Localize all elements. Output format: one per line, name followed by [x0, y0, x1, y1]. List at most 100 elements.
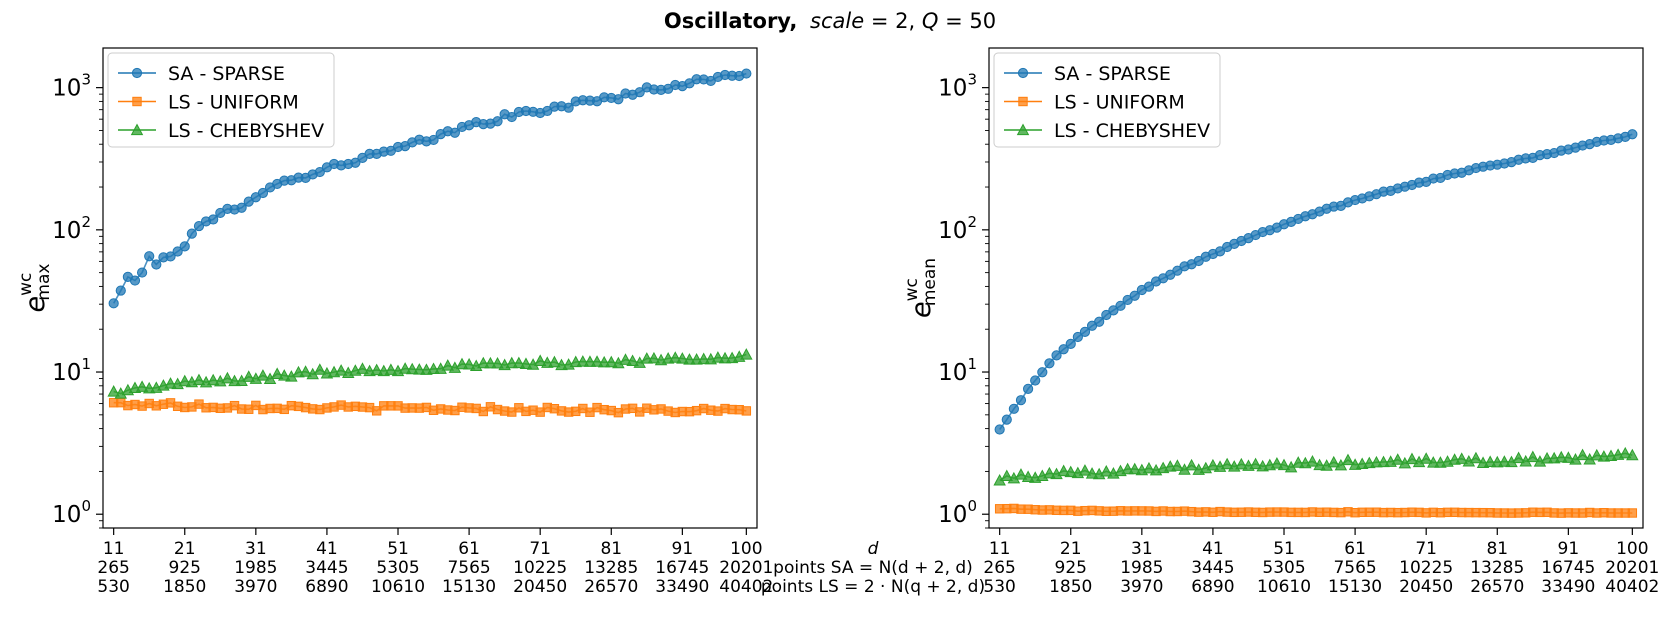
legend-box	[993, 52, 1221, 148]
x-tick-label: 91	[1558, 539, 1580, 559]
chart-title: Oscillatory, scale = 2, Q = 50	[664, 9, 996, 33]
data-point	[740, 348, 753, 360]
legend-item: SA - SPARSE	[118, 63, 285, 85]
data-point	[398, 362, 412, 374]
x-tick-label: 31	[245, 539, 267, 559]
x-tick-label: 10225	[1399, 558, 1453, 578]
data-point	[1555, 450, 1568, 463]
legend-item: LS - CHEBYSHEV	[1004, 120, 1210, 142]
data-point	[1391, 453, 1404, 465]
x-tick-label: 3970	[1120, 577, 1163, 597]
legend-marker	[130, 123, 144, 136]
data-point	[1000, 469, 1014, 482]
data-point	[299, 365, 312, 377]
x-axis-label-d: d	[868, 539, 879, 559]
data-point	[384, 363, 398, 375]
data-point	[107, 385, 120, 397]
data-point	[1327, 455, 1341, 468]
data-point	[1627, 508, 1638, 518]
data-point	[1022, 383, 1034, 395]
y-axis-label: ewcmax	[16, 264, 54, 313]
legend-marker	[1018, 96, 1028, 107]
data-point	[548, 355, 561, 368]
data-point	[1469, 451, 1483, 464]
x-tick-label: 40402	[1605, 577, 1659, 597]
legend-marker	[131, 67, 143, 79]
data-point	[1094, 316, 1105, 327]
title-scale-value: = 2,	[871, 9, 922, 33]
data-point	[1142, 461, 1156, 474]
legend-item: LS - UNIFORM	[118, 92, 299, 114]
data-point	[186, 228, 197, 239]
y-tick-label: 103	[938, 71, 977, 102]
data-point	[178, 374, 191, 387]
x-tick-label: 91	[672, 539, 694, 559]
data-point	[1014, 468, 1028, 480]
x-tick-label: 530	[97, 577, 129, 597]
x-tick-label: 16745	[655, 558, 709, 578]
data-point	[179, 241, 190, 252]
x-tick-label: 33490	[655, 577, 709, 597]
x-tick-label: 1985	[1120, 558, 1163, 578]
data-point	[634, 87, 645, 98]
x-tick-label: 530	[983, 577, 1015, 597]
data-point	[428, 134, 439, 146]
data-point	[350, 157, 361, 168]
data-point	[313, 363, 327, 375]
x-tick-label: 51	[387, 539, 409, 559]
title-scale-italic: scale	[810, 9, 864, 33]
x-tick-label: 81	[1486, 539, 1508, 559]
legend-label: SA - SPARSE	[1054, 63, 1171, 85]
y-tick-label: 100	[938, 497, 977, 528]
x-tick-label: 925	[1055, 558, 1087, 578]
data-point	[1455, 452, 1468, 464]
data-point	[334, 364, 348, 376]
data-point	[741, 406, 752, 416]
data-point	[164, 377, 177, 389]
data-point	[512, 356, 526, 369]
legend-item: LS - UNIFORM	[1004, 92, 1185, 114]
data-point	[192, 373, 206, 386]
data-point	[1526, 450, 1540, 463]
data-point	[1115, 300, 1126, 311]
data-point	[519, 357, 533, 369]
data-point	[1079, 326, 1091, 337]
x-tick-label: 3445	[305, 558, 348, 578]
data-point	[1057, 464, 1070, 477]
data-point	[278, 369, 291, 381]
x-tick-label: 7565	[447, 558, 490, 578]
x-tick-label: 40402	[719, 577, 773, 597]
x-axis-row-labels: d points SA = N(d + 2, d) points LS = 2 …	[761, 539, 985, 597]
data-point	[1043, 466, 1056, 479]
data-point	[242, 370, 255, 382]
data-point	[1483, 455, 1497, 467]
data-point	[1044, 358, 1055, 369]
y-axis-ticks: 100 101 102 103	[938, 71, 989, 529]
data-point	[1171, 459, 1184, 471]
data-point	[314, 166, 325, 178]
data-point	[1562, 451, 1575, 463]
data-point	[1037, 367, 1048, 378]
y-tick-label: 101	[938, 355, 977, 386]
data-point	[129, 275, 141, 286]
x-tick-label: 265	[983, 558, 1015, 578]
data-point	[1100, 464, 1113, 477]
x-axis-label-sa: points SA = N(d + 2, d)	[773, 558, 973, 578]
data-point	[1008, 403, 1019, 414]
data-point	[1065, 338, 1076, 349]
data-point	[563, 102, 574, 113]
x-tick-label: 71	[529, 539, 551, 559]
data-point	[1291, 456, 1305, 468]
data-point	[1078, 464, 1092, 476]
x-tick-label: 10225	[513, 558, 567, 578]
x-tick-label: 71	[1415, 539, 1437, 559]
data-point	[669, 351, 682, 363]
x-tick-label: 21	[174, 539, 196, 559]
data-point	[1021, 470, 1035, 482]
data-point	[1108, 305, 1119, 316]
y-axis-ticks: 100 101 102 103	[52, 71, 103, 529]
data-point	[370, 363, 383, 376]
data-point	[506, 111, 517, 123]
x-tick-label: 31	[1131, 539, 1153, 559]
data-point	[1030, 375, 1041, 386]
